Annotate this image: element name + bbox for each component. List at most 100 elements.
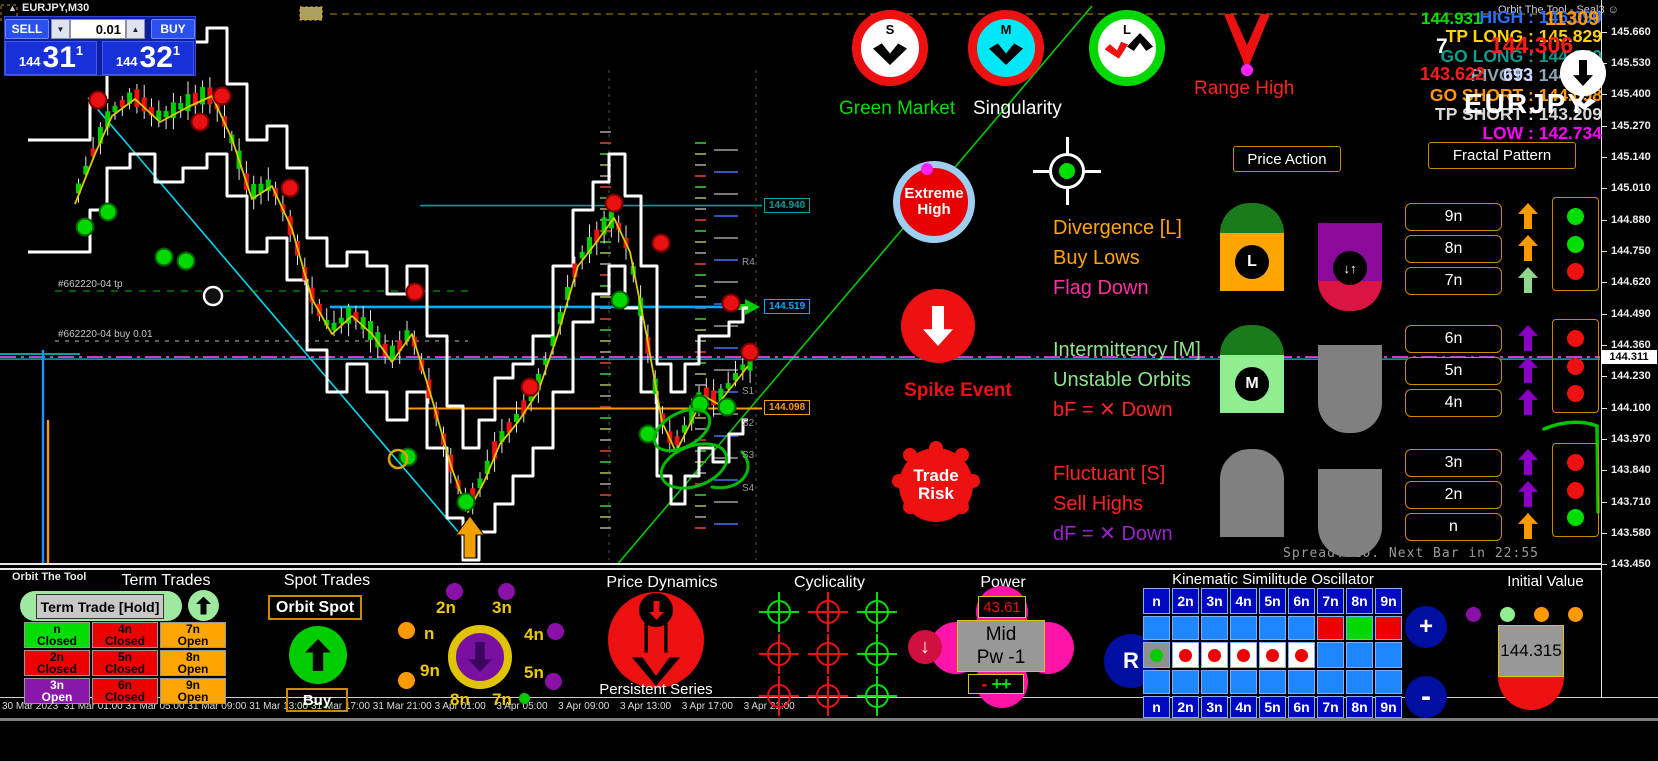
period-button[interactable]: 4n: [1405, 389, 1502, 417]
period-button[interactable]: 5n: [1405, 357, 1502, 385]
kinematic-header-cell[interactable]: 7n: [1317, 588, 1344, 614]
kinematic-cell[interactable]: [1346, 670, 1373, 694]
kinematic-header-cell[interactable]: 6n: [1288, 588, 1315, 614]
kinematic-cells: [1143, 616, 1402, 694]
kinematic-cell[interactable]: [1201, 616, 1228, 640]
kinematic-cell[interactable]: [1230, 670, 1257, 694]
kinematic-header-cell[interactable]: 4n: [1230, 588, 1257, 614]
kinematic-cell[interactable]: [1259, 670, 1286, 694]
kinematic-header-cell[interactable]: 8n: [1346, 588, 1373, 614]
volume-decrease-button[interactable]: ▼: [51, 19, 70, 39]
kinematic-footer-cell[interactable]: n: [1143, 696, 1170, 718]
time-axis-label: 31 Mar 05:00: [125, 701, 185, 712]
dial-label: n: [424, 624, 435, 643]
sell-button[interactable]: SELL: [5, 19, 49, 39]
cycle-target-icon: [759, 676, 799, 716]
kinematic-cell[interactable]: [1317, 670, 1344, 694]
kinematic-footer-cell[interactable]: 5n: [1259, 696, 1286, 718]
kinematic-cell[interactable]: [1172, 670, 1199, 694]
kinematic-cell[interactable]: [1288, 670, 1315, 694]
trend-arrow-icon: [1518, 235, 1538, 261]
kinematic-cell[interactable]: [1317, 642, 1344, 668]
term-trade-cell[interactable]: 6n Closed: [92, 678, 158, 704]
buy-button[interactable]: BUY: [151, 19, 195, 39]
kinematic-header-cell[interactable]: 3n: [1201, 588, 1228, 614]
kinematic-cell[interactable]: [1143, 670, 1170, 694]
kinematic-cell[interactable]: [1143, 642, 1170, 668]
kinematic-cell[interactable]: [1143, 616, 1170, 640]
kinematic-cell[interactable]: [1230, 616, 1257, 640]
term-trade-cell[interactable]: 5n Closed: [92, 650, 158, 676]
kinematic-cell[interactable]: [1201, 642, 1228, 668]
kinematic-header-cell[interactable]: 2n: [1172, 588, 1199, 614]
term-trade-cell[interactable]: 8n Open: [160, 650, 226, 676]
power-value: 43.61: [978, 596, 1026, 618]
term-trade-cell[interactable]: 2n Closed: [24, 650, 90, 676]
kinematic-cell[interactable]: [1201, 670, 1228, 694]
kinematic-minus-button[interactable]: -: [1405, 676, 1447, 718]
kinematic-cell[interactable]: [1346, 616, 1373, 640]
kinematic-cell[interactable]: [1259, 642, 1286, 668]
kinematic-header-cell[interactable]: n: [1143, 588, 1170, 614]
kinematic-cell[interactable]: [1288, 642, 1315, 668]
kinematic-cell[interactable]: [1317, 616, 1344, 640]
term-trade-cell[interactable]: n Closed: [24, 622, 90, 648]
period-button[interactable]: 8n: [1405, 235, 1502, 263]
kinematic-header-cell[interactable]: 9n: [1375, 588, 1402, 614]
period-button[interactable]: 9n: [1405, 203, 1502, 231]
kinematic-cell[interactable]: [1375, 670, 1402, 694]
ask-quote[interactable]: 144 32 1: [102, 41, 194, 75]
price-axis-label: 144.360: [1602, 329, 1658, 360]
kinematic-cell[interactable]: [1375, 642, 1402, 668]
dial-center-button[interactable]: [448, 625, 512, 689]
time-axis-label: 3 Apr 17:00: [681, 701, 733, 712]
kinematic-footer-cell[interactable]: 9n: [1375, 696, 1402, 718]
kinematic-footer-cell[interactable]: 7n: [1317, 696, 1344, 718]
kinematic-footer-cell[interactable]: 8n: [1346, 696, 1373, 718]
kinematic-cell[interactable]: [1346, 642, 1373, 668]
kinematic-cell[interactable]: [1172, 642, 1199, 668]
term-trade-cell[interactable]: 3n Open: [24, 678, 90, 704]
power-mode-box[interactable]: Mid Pw -1: [957, 620, 1045, 672]
kinematic-footer-cell[interactable]: 6n: [1288, 696, 1315, 718]
orbit-spot-button[interactable]: Orbit Spot: [268, 595, 362, 620]
term-trade-cell[interactable]: 4n Closed: [92, 622, 158, 648]
kinematic-cell[interactable]: [1375, 616, 1402, 640]
term-trade-hold-button[interactable]: Term Trade [Hold]: [36, 594, 164, 619]
kinematic-footer-cell[interactable]: 3n: [1201, 696, 1228, 718]
period-button[interactable]: 3n: [1405, 449, 1502, 477]
price-axis-label: 144.880: [1602, 204, 1658, 235]
spike-event-icon: [901, 289, 975, 363]
period-button[interactable]: 7n: [1405, 267, 1502, 295]
kinematic-footer-cell[interactable]: 4n: [1230, 696, 1257, 718]
kinematic-footer-cell[interactable]: 2n: [1172, 696, 1199, 718]
time-axis-label: 3 Apr 05:00: [496, 701, 548, 712]
fractal-pattern-button[interactable]: Fractal Pattern: [1428, 142, 1576, 169]
time-axis[interactable]: 30 Mar 2023 31 Mar 01:00 31 Mar 05:00 31 Ma…: [2, 701, 1602, 715]
term-trade-cell[interactable]: 7n Open: [160, 622, 226, 648]
cyclicality-grid: [759, 592, 906, 718]
kinematic-plus-button[interactable]: +: [1405, 606, 1447, 648]
shield-icon: [1220, 449, 1284, 537]
kinematic-cell[interactable]: [1230, 642, 1257, 668]
signal-group: Fluctuant [S] Sell Highs dF = ✕ Down 3n: [1040, 433, 1610, 558]
status-dot-box: [1552, 319, 1599, 413]
kinematic-cell[interactable]: [1259, 616, 1286, 640]
kinematic-header-cell[interactable]: 5n: [1259, 588, 1286, 614]
kinematic-cell[interactable]: [1288, 616, 1315, 640]
period-button[interactable]: 2n: [1405, 481, 1502, 509]
power-minus-plus-box[interactable]: - ++: [968, 674, 1024, 694]
kinematic-cell[interactable]: [1172, 616, 1199, 640]
spot-buy-button[interactable]: Buy: [286, 688, 348, 712]
volume-input[interactable]: 0.01: [70, 19, 126, 39]
collapse-triangle-icon[interactable]: ▲: [8, 3, 17, 13]
term-trade-cell[interactable]: 9n Open: [160, 678, 226, 704]
extreme-high-badge: Extreme High: [893, 161, 975, 243]
price-axis[interactable]: 145.660 145.530 145.400 145.270 145.140 145.0…: [1601, 0, 1658, 697]
volume-increase-button[interactable]: ▲: [126, 19, 145, 39]
period-button[interactable]: n: [1405, 513, 1502, 541]
period-button[interactable]: 6n: [1405, 325, 1502, 353]
bid-quote[interactable]: 144 31 1: [5, 41, 97, 75]
price-action-button[interactable]: Price Action: [1233, 146, 1341, 172]
